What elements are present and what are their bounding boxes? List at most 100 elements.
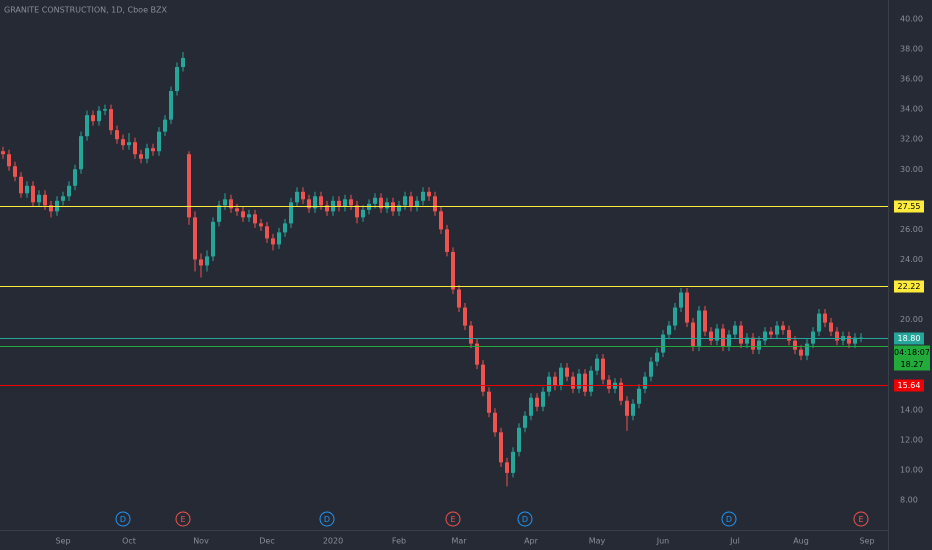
price-label-box	[894, 345, 930, 371]
candle-body	[769, 331, 773, 335]
x-tick-label: Jul	[729, 537, 740, 546]
candle-body	[685, 292, 689, 323]
candle-body	[319, 196, 323, 206]
candle-body	[463, 307, 467, 326]
candle-body	[289, 202, 293, 224]
event-label: E	[858, 515, 863, 524]
price-label: 27.55	[898, 202, 921, 211]
candle-body	[427, 191, 431, 197]
candle-body	[7, 154, 11, 167]
candle-body	[739, 325, 743, 344]
candle-body	[247, 214, 251, 218]
event-label: E	[450, 515, 455, 524]
x-tick-label: May	[589, 537, 606, 546]
event-marker	[517, 511, 533, 527]
candle-body	[811, 331, 815, 344]
candle-body	[853, 337, 857, 344]
candle-body	[397, 205, 401, 212]
candle-body	[235, 208, 239, 212]
candle-body	[241, 211, 245, 218]
event-marker	[115, 511, 131, 527]
y-tick-label: 24.00	[900, 255, 923, 264]
price-label-box	[894, 200, 924, 213]
y-tick-label: 38.00	[900, 45, 923, 54]
event-marker	[175, 511, 191, 527]
candle-body	[727, 334, 731, 347]
candle-body	[271, 238, 275, 245]
candle-body	[439, 211, 443, 230]
price-label-box	[894, 379, 924, 392]
y-tick-label: 26.00	[900, 225, 923, 234]
candle-body	[109, 109, 113, 131]
candle-body	[361, 209, 365, 218]
candle-body	[175, 67, 179, 92]
candle-body	[415, 200, 419, 207]
candle-body	[19, 176, 23, 194]
x-tick-label: Mar	[451, 537, 467, 546]
event-marker	[319, 511, 335, 527]
candle-body	[43, 194, 47, 206]
event-label: E	[180, 515, 185, 524]
candle-body	[403, 196, 407, 206]
candle-body	[457, 289, 461, 308]
candle-body	[631, 403, 635, 416]
x-tick-label: Oct	[122, 537, 136, 546]
candle-body	[151, 148, 155, 152]
countdown-label: 04:18:07	[894, 348, 930, 357]
candle-body	[523, 415, 527, 428]
candle-body	[601, 358, 605, 380]
candle-body	[127, 142, 131, 146]
candle-body	[139, 154, 143, 159]
candle-body	[313, 196, 317, 209]
candle-body	[277, 232, 281, 245]
candle-body	[373, 197, 377, 204]
candle-body	[703, 310, 707, 332]
event-marker	[853, 511, 869, 527]
candle-body	[337, 200, 341, 207]
candle-body	[499, 432, 503, 463]
candle-body	[187, 154, 191, 218]
candle-body	[211, 221, 215, 257]
candle-body	[295, 191, 299, 203]
candle-body	[79, 136, 83, 170]
y-tick-label: 14.00	[900, 405, 923, 414]
y-tick-label: 10.00	[900, 465, 923, 474]
candle-body	[475, 343, 479, 365]
candle-body	[31, 185, 35, 203]
x-tick-label: Dec	[259, 537, 274, 546]
y-tick-label: 8.00	[900, 495, 918, 504]
x-tick-label: Sep	[55, 537, 70, 546]
candle-body	[61, 196, 65, 201]
price-label-box	[894, 332, 924, 345]
candle-body	[283, 223, 287, 233]
candle-body	[133, 142, 137, 155]
candle-body	[847, 336, 851, 344]
candle-body	[829, 322, 833, 332]
candle-body	[85, 115, 89, 137]
event-label: D	[726, 515, 732, 524]
price-label: 18.27	[901, 360, 924, 369]
candle-body	[67, 185, 71, 197]
candle-body	[421, 191, 425, 201]
y-tick-label: 30.00	[900, 165, 923, 174]
x-tick-label: Feb	[392, 537, 406, 546]
candle-body	[205, 256, 209, 266]
event-marker	[445, 511, 461, 527]
candle-body	[223, 199, 227, 206]
candle-body	[349, 199, 353, 206]
candle-body	[577, 373, 581, 389]
candle-body	[619, 382, 623, 401]
candle-body	[73, 169, 77, 186]
candle-body	[37, 194, 41, 203]
candle-body	[673, 307, 677, 326]
candle-body	[115, 130, 119, 140]
candle-body	[571, 376, 575, 389]
price-label: 18.80	[898, 334, 921, 343]
y-tick-label: 36.00	[900, 75, 923, 84]
event-label: D	[120, 515, 126, 524]
candle-body	[49, 205, 53, 212]
candle-body	[793, 340, 797, 350]
candle-body	[469, 325, 473, 344]
candle-body	[433, 196, 437, 212]
